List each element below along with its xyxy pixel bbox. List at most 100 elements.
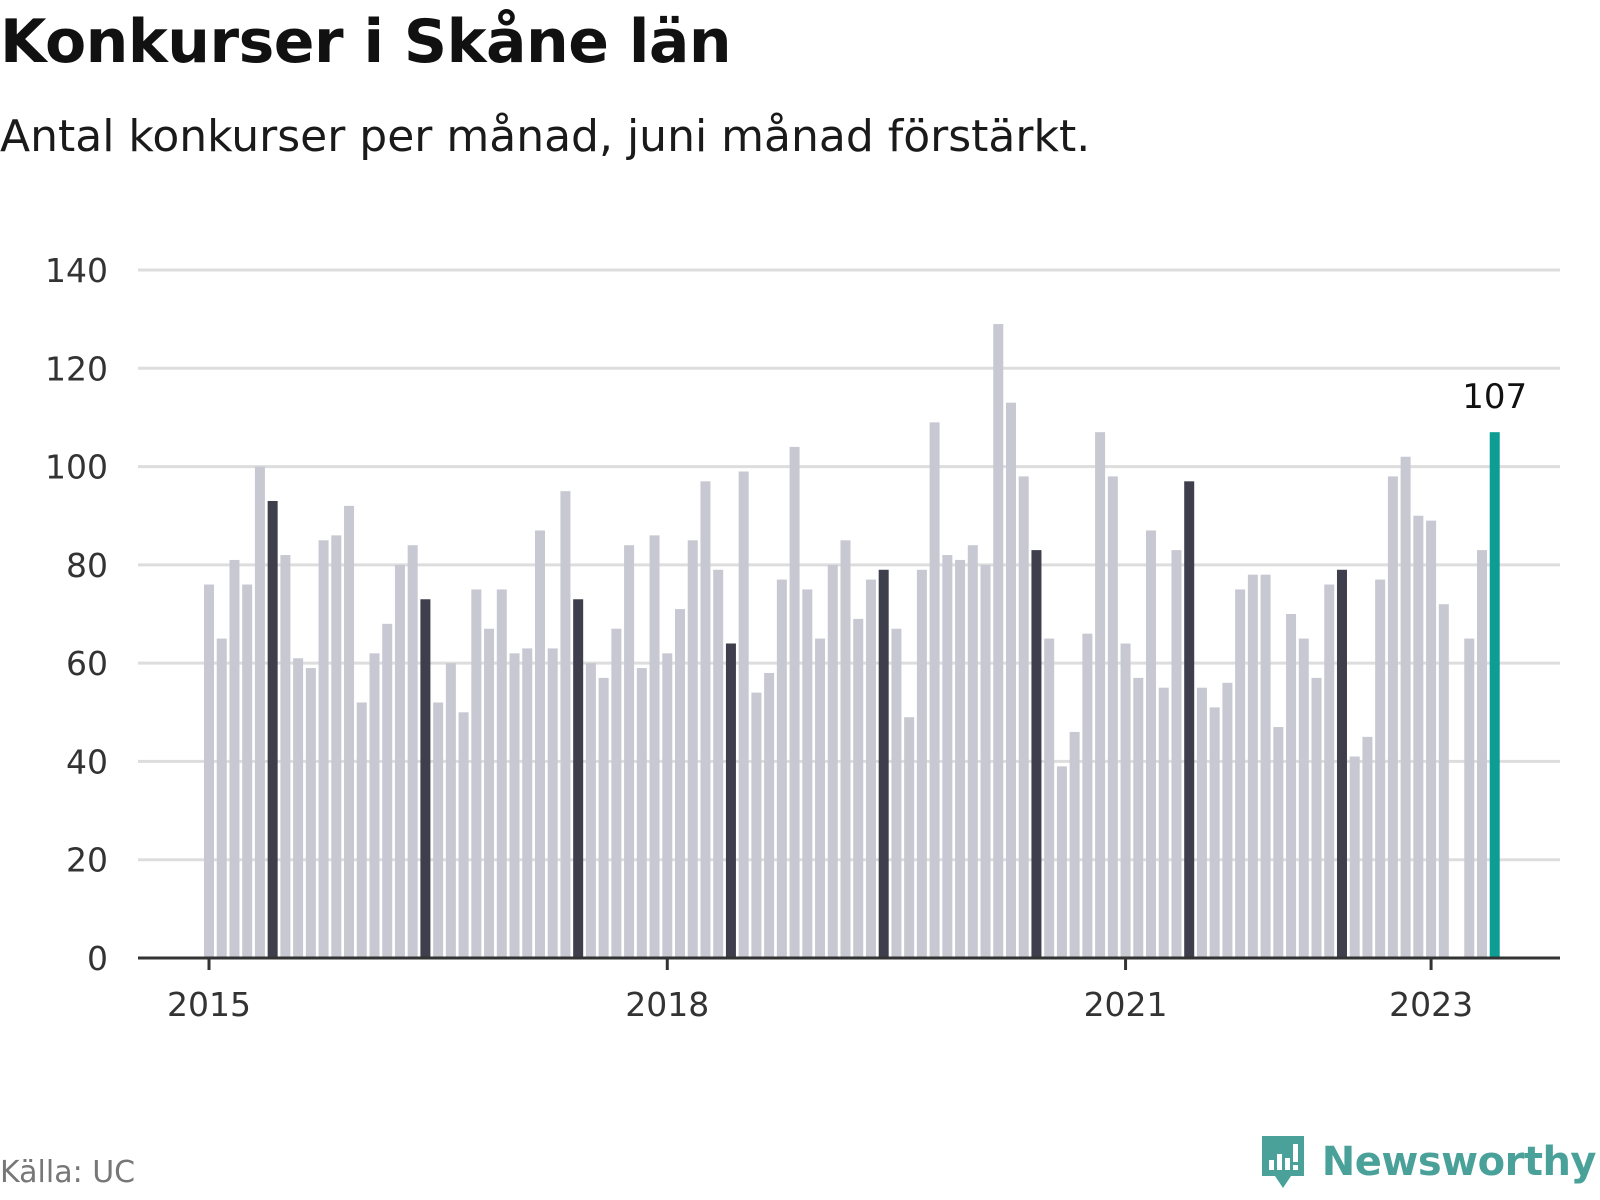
bar <box>1146 530 1157 958</box>
bar <box>573 599 584 958</box>
bar <box>700 481 711 958</box>
bar <box>853 618 864 958</box>
y-tick-label: 120 <box>45 349 108 388</box>
bar <box>1235 589 1246 958</box>
x-tick-label: 2021 <box>1084 985 1168 1024</box>
bar <box>967 545 978 958</box>
bar <box>1056 766 1067 958</box>
bar <box>382 623 393 958</box>
bar <box>1247 574 1258 958</box>
bar <box>356 702 367 958</box>
y-tick-label: 60 <box>66 644 108 683</box>
bar <box>662 653 673 958</box>
bar <box>1171 550 1182 958</box>
bar <box>1426 520 1437 958</box>
bar <box>1018 476 1029 958</box>
bar <box>891 628 902 958</box>
bar <box>293 658 304 958</box>
bar <box>636 668 647 958</box>
bar <box>1031 550 1042 958</box>
bar <box>1438 604 1449 958</box>
bar <box>738 471 749 958</box>
bar <box>204 584 214 958</box>
bar <box>764 672 775 958</box>
bar <box>1133 677 1144 958</box>
bar <box>687 540 698 958</box>
bar <box>1375 579 1386 958</box>
bar <box>547 648 558 958</box>
bar <box>560 491 571 958</box>
bar <box>980 564 991 958</box>
y-tick-label: 40 <box>66 742 108 781</box>
bar <box>1324 584 1335 958</box>
x-tick-label: 2023 <box>1389 985 1473 1024</box>
bar <box>827 564 838 958</box>
bar <box>725 643 736 958</box>
bar <box>344 505 355 958</box>
bar <box>1005 402 1016 959</box>
bar <box>1209 707 1220 958</box>
bar <box>1362 736 1373 958</box>
bar <box>229 559 240 958</box>
bar <box>420 599 431 958</box>
bar <box>1120 643 1131 958</box>
bar <box>407 545 418 958</box>
y-tick-label: 140 <box>45 251 108 290</box>
bar <box>509 653 520 958</box>
chart-title: Konkurser i Skåne län <box>0 7 732 77</box>
bar <box>433 702 444 958</box>
newsworthy-logo-icon <box>1261 1136 1304 1188</box>
bar <box>331 535 342 958</box>
bar <box>496 589 507 958</box>
bar <box>1069 731 1080 958</box>
bar <box>1158 687 1169 958</box>
bar <box>280 555 291 958</box>
bar <box>611 628 622 958</box>
bar <box>254 466 265 958</box>
bar <box>1082 633 1093 958</box>
bar <box>394 564 405 958</box>
x-tick-label: 2018 <box>625 985 709 1024</box>
bar <box>789 446 800 958</box>
bar <box>1477 550 1487 958</box>
y-axis-ticks: 0 20 40 60 80 100 120 140 <box>45 251 108 978</box>
bar <box>865 579 876 958</box>
bar <box>904 717 915 958</box>
bar <box>1260 574 1271 958</box>
bars <box>204 324 1500 959</box>
chart-subtitle: Antal konkurser per månad, juni månad fö… <box>0 111 1091 162</box>
bar <box>1107 476 1118 958</box>
bar <box>1286 614 1297 958</box>
brand[interactable]: Newsworthy <box>1258 1132 1597 1192</box>
bar <box>1349 756 1360 958</box>
latest-value-label: 107 <box>1462 377 1527 417</box>
bar <box>1184 481 1195 958</box>
bar <box>751 692 762 958</box>
bar <box>1400 456 1411 958</box>
bar <box>458 712 469 958</box>
bar <box>585 663 596 958</box>
bar-chart: 0 20 40 60 80 100 120 140 2015 2018 2021 2023 107 <box>45 251 1560 1024</box>
bar <box>305 668 316 958</box>
bar <box>815 638 826 958</box>
annotations: 107 <box>1462 377 1527 417</box>
bar <box>369 653 380 958</box>
bar <box>598 677 609 958</box>
bar <box>955 559 966 958</box>
bar <box>267 500 278 958</box>
bar <box>1222 682 1233 958</box>
bar <box>649 535 660 958</box>
bar <box>471 589 482 958</box>
bar <box>1273 727 1284 958</box>
y-tick-label: 100 <box>45 448 108 487</box>
bar <box>318 540 329 958</box>
bar <box>1095 432 1106 959</box>
x-tick-label: 2015 <box>167 985 251 1024</box>
bar <box>216 638 227 958</box>
bar <box>802 589 813 958</box>
bar <box>242 584 253 958</box>
bar <box>776 579 787 958</box>
y-tick-label: 20 <box>66 841 108 880</box>
bar <box>1489 432 1500 959</box>
bar <box>916 569 927 958</box>
